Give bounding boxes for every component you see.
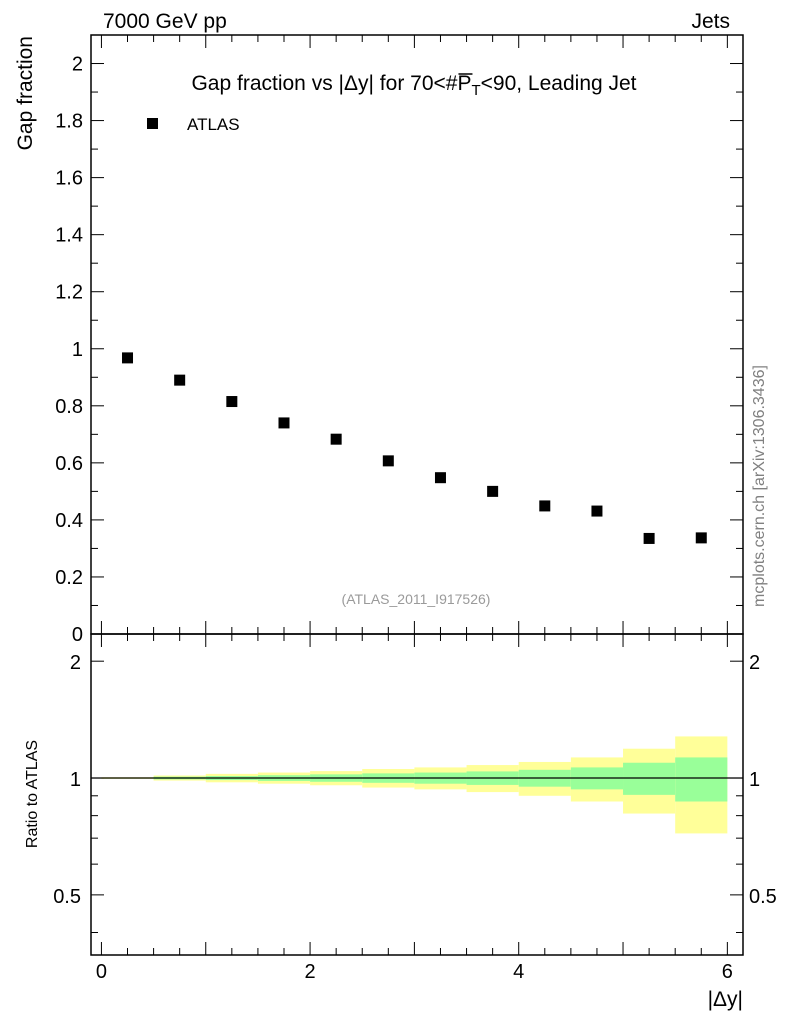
data-point [591, 505, 603, 517]
data-point [695, 532, 707, 544]
ratio-ytick-label-right: 0.5 [749, 886, 777, 908]
ratio-frame [90, 633, 744, 956]
legend-label: ATLAS [187, 115, 240, 134]
main-ytick-label: 0.8 [55, 396, 83, 418]
ratio-ytick-label-right: 1 [749, 769, 760, 791]
xtick-label: 6 [722, 961, 733, 983]
main-ylabel: Gap fraction [14, 36, 37, 150]
header-right: Jets [691, 10, 730, 33]
main-ytick-label: 0.2 [55, 567, 83, 589]
main-ytick-label: 1.8 [55, 111, 83, 133]
ratio-bands [101, 736, 728, 834]
inner-band [623, 762, 676, 795]
xtick-label: 2 [305, 961, 316, 983]
main-panel: 0 0.2 0.4 0.6 0.8 1 1.2 1.4 1.6 1.8 2 Gap fraction… [14, 34, 744, 646]
data-point [434, 472, 446, 484]
ratio-ytick-label: 0.5 [53, 886, 81, 908]
main-ytick-label: 0 [72, 624, 83, 646]
ratio-ylabel: Ratio to ATLAS [24, 740, 41, 848]
x-axis-label: |Δy| [708, 988, 743, 1011]
main-ytick-label: 2 [72, 54, 83, 76]
header-left: 7000 GeV pp [103, 10, 227, 33]
analysis-annotation: (ATLAS_2011_I917526) [342, 591, 491, 607]
main-points [122, 352, 707, 544]
data-point [382, 455, 394, 467]
ratio-panel: 0.5 0.5 1 1 2 2 0 2 4 6 Ratio to ATLAS |Δy| [24, 633, 777, 1011]
data-point [122, 352, 134, 364]
main-ytick-label: 1.6 [55, 168, 83, 190]
main-ytick-label: 1 [72, 339, 83, 361]
data-point [174, 374, 186, 386]
title-p: P [457, 72, 471, 95]
ratio-ticks: 0.5 0.5 1 1 2 2 0 2 4 6 [53, 634, 777, 983]
main-ytick-label: 1.4 [55, 225, 83, 247]
side-watermark: mcplots.cern.ch [arXiv:1306.3436] [751, 365, 768, 607]
ratio-ytick-label-right: 2 [749, 652, 760, 674]
ratio-ytick-label: 2 [70, 652, 81, 674]
main-ytick-label: 0.6 [55, 453, 83, 475]
xtick-label: 0 [96, 961, 107, 983]
data-point [226, 396, 238, 408]
data-point [487, 485, 499, 497]
main-title: Gap fraction vs |Δy| for 70<#PT<90, Lead… [191, 72, 636, 99]
data-point [278, 417, 290, 429]
legend-marker [147, 118, 158, 129]
data-point [330, 433, 342, 445]
main-ytick-label: 0.4 [55, 510, 83, 532]
main-ytick-label: 1.2 [55, 282, 83, 304]
title-sub: T [471, 82, 480, 99]
data-point [539, 500, 551, 512]
main-ticks: 0 0.2 0.4 0.6 0.8 1 1.2 1.4 1.6 1.8 2 [55, 35, 743, 646]
xtick-label: 4 [513, 961, 524, 983]
inner-band [675, 757, 728, 802]
ratio-ytick-label: 1 [70, 769, 81, 791]
data-point [643, 532, 655, 544]
